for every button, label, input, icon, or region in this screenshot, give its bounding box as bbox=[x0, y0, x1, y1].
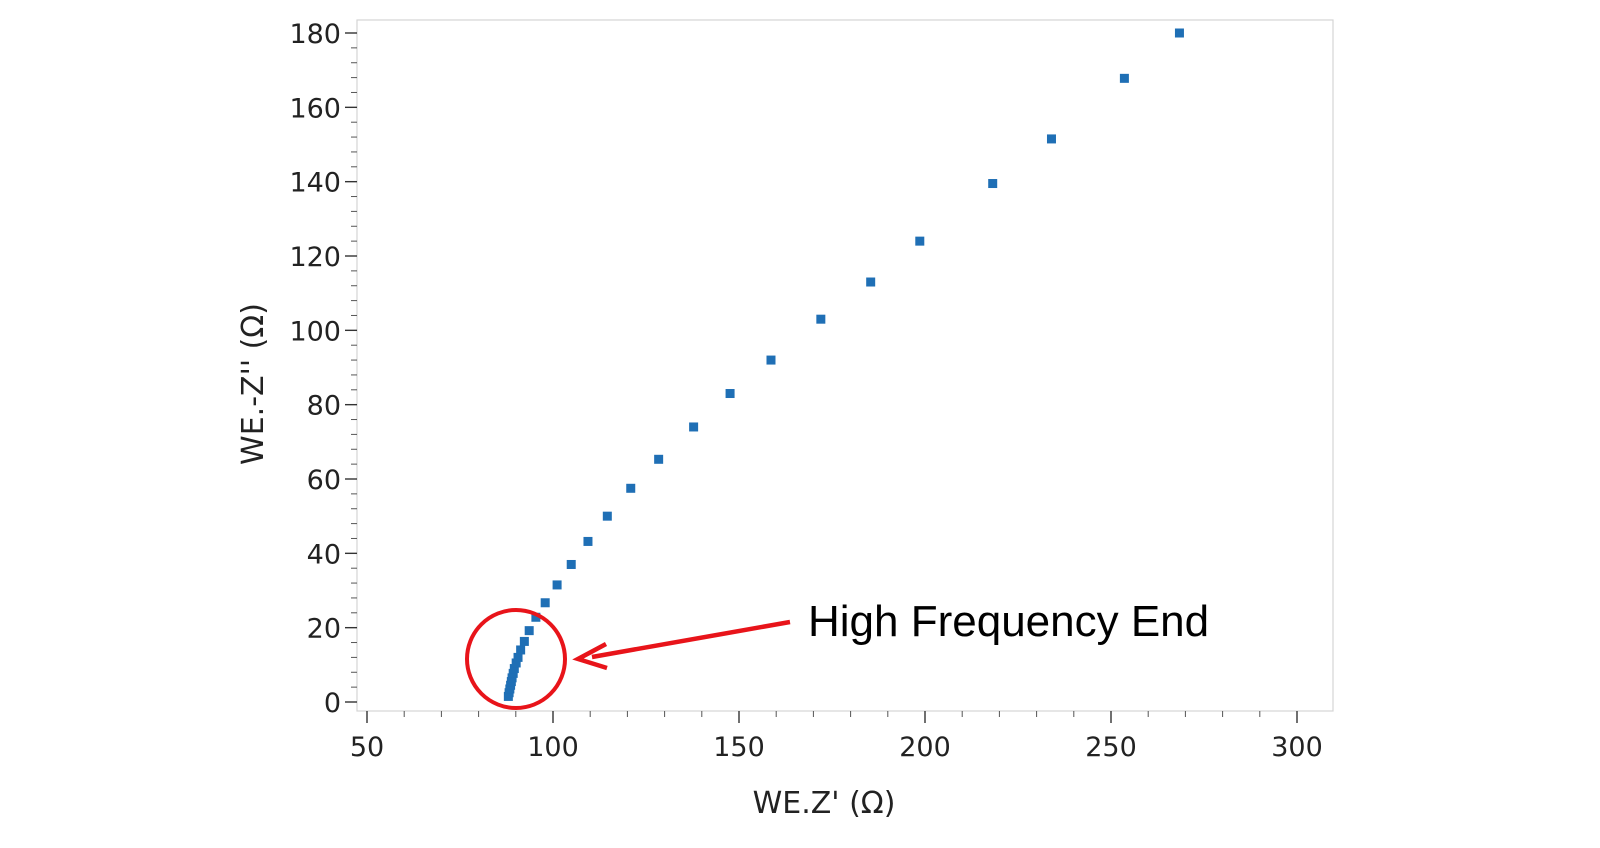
data-point bbox=[566, 559, 576, 569]
annotation-arrow-head bbox=[572, 642, 608, 671]
y-tick-label: 60 bbox=[307, 465, 341, 496]
data-point bbox=[915, 236, 925, 246]
data-point bbox=[766, 355, 776, 365]
data-point bbox=[524, 626, 534, 636]
data-point bbox=[552, 580, 562, 590]
data-point bbox=[511, 658, 521, 668]
data-point bbox=[516, 645, 526, 655]
data-point bbox=[1119, 73, 1129, 83]
y-tick-label: 180 bbox=[289, 19, 341, 50]
data-point bbox=[508, 668, 518, 678]
data-point bbox=[1046, 134, 1056, 144]
x-tick-label: 300 bbox=[1271, 732, 1323, 763]
y-tick-label: 40 bbox=[307, 539, 341, 570]
x-axis: 50 100 150 200 250 300 bbox=[350, 711, 1323, 763]
data-point bbox=[1174, 28, 1184, 38]
highlight-circle bbox=[465, 608, 567, 710]
data-point bbox=[519, 636, 529, 646]
plot-frame bbox=[356, 19, 1334, 712]
data-point bbox=[531, 612, 541, 622]
data-point bbox=[509, 664, 519, 674]
data-point bbox=[626, 483, 636, 493]
data-point bbox=[602, 511, 612, 521]
data-point bbox=[513, 652, 523, 662]
x-tick-label: 50 bbox=[350, 732, 384, 763]
x-tick-label: 250 bbox=[1085, 732, 1137, 763]
data-points bbox=[503, 28, 1184, 701]
high-frequency-annotation: High Frequency End bbox=[465, 597, 1209, 710]
x-axis-title: WE.Z' (Ω) bbox=[753, 786, 896, 821]
y-tick-label: 0 bbox=[324, 688, 341, 719]
data-point bbox=[540, 598, 550, 608]
y-tick-label: 120 bbox=[289, 242, 341, 273]
data-point bbox=[689, 422, 699, 432]
y-tick-label: 20 bbox=[307, 614, 341, 645]
y-axis: 0 20 40 60 80 100 120 140 160 180 bbox=[289, 19, 357, 719]
x-tick-label: 200 bbox=[899, 732, 951, 763]
data-point bbox=[725, 389, 735, 399]
data-point bbox=[866, 277, 876, 287]
y-tick-label: 140 bbox=[289, 168, 341, 199]
data-point bbox=[816, 314, 826, 324]
y-axis-title: WE.-Z'' (Ω) bbox=[236, 303, 271, 465]
annotation-arrow-shaft bbox=[591, 619, 791, 660]
data-point bbox=[583, 536, 593, 546]
y-tick-label: 100 bbox=[289, 316, 341, 347]
y-tick-label: 160 bbox=[289, 93, 341, 124]
data-point bbox=[988, 179, 998, 189]
data-point bbox=[654, 454, 664, 464]
x-tick-label: 150 bbox=[713, 732, 765, 763]
x-tick-label: 100 bbox=[527, 732, 579, 763]
y-tick-label: 80 bbox=[307, 391, 341, 422]
annotation-label: High Frequency End bbox=[808, 597, 1209, 646]
